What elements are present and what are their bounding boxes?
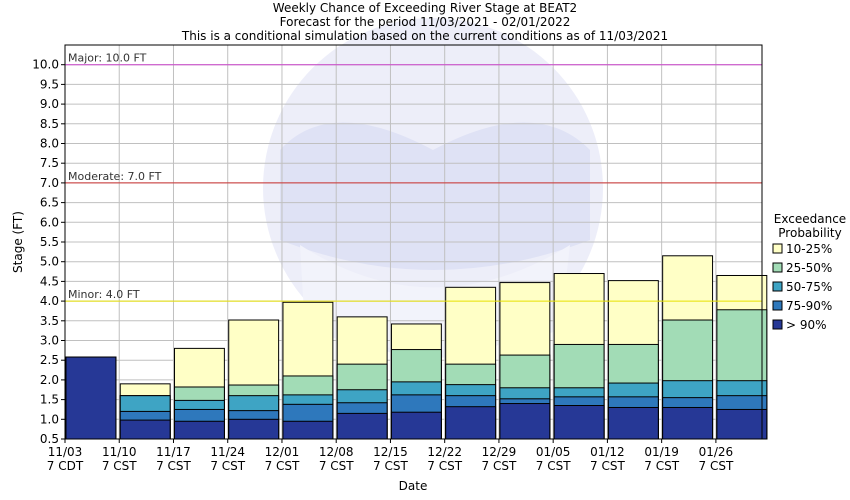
bar-segment	[336, 412, 388, 440]
y-tick-label: 3.0	[40, 334, 59, 348]
y-axis-label: Stage (FT)	[11, 211, 25, 273]
x-tick-label-date: 11/03	[48, 445, 83, 459]
x-tick-label-date: 12/08	[319, 445, 354, 459]
bar-segment	[445, 406, 497, 440]
y-tick-label: 2.0	[40, 373, 59, 387]
x-tick-label-time: 7 CST	[210, 459, 245, 473]
x-tick-label-time: 7 CST	[699, 459, 734, 473]
y-tick-label: 9.5	[40, 77, 59, 91]
threshold-label: Minor: 4.0 FT	[68, 288, 140, 301]
title-line-3: This is a conditional simulation based o…	[181, 29, 668, 43]
x-tick-label-time: 7 CST	[102, 459, 137, 473]
legend-swatch	[772, 319, 783, 330]
plot-frame	[64, 44, 763, 440]
y-tick-label: 2.5	[40, 353, 59, 367]
chart-title: Weekly Chance of Exceeding River Stage a…	[181, 1, 668, 43]
bar-segment	[282, 420, 334, 440]
x-tick-label-time: 7 CST	[373, 459, 408, 473]
legend-label: 50-75%	[786, 280, 832, 294]
legend-label: 75-90%	[786, 299, 832, 313]
bar-segment	[390, 411, 442, 440]
x-tick-label-time: 7 CST	[644, 459, 679, 473]
y-tick-label: 1.5	[40, 393, 59, 407]
y-tick-label: 0.5	[40, 432, 59, 446]
x-tick-label-time: 7 CST	[265, 459, 300, 473]
legend-swatch	[772, 300, 783, 311]
x-tick-label-time: 7 CST	[427, 459, 462, 473]
x-tick-label-date: 11/24	[210, 445, 245, 459]
x-tick-label-time: 7 CST	[156, 459, 191, 473]
threshold-lines: Major: 10.0 FT Moderate: 7.0 FT Minor: 4.0…	[65, 52, 762, 302]
x-tick-label-date: 11/10	[102, 445, 137, 459]
title-line-2: Forecast for the period 11/03/2021 - 02/…	[280, 15, 571, 29]
x-tick-label-time: 7 CST	[590, 459, 625, 473]
y-tick-label: 3.5	[40, 314, 59, 328]
x-tick-label-date: 01/05	[536, 445, 571, 459]
bar-segment	[228, 418, 280, 440]
bar-segment	[119, 419, 171, 440]
y-tick-label: 1.0	[40, 412, 59, 426]
x-tick-label-date: 12/29	[482, 445, 517, 459]
legend-swatch	[772, 243, 783, 254]
legend-title-line-1: Exceedance	[774, 212, 846, 226]
x-tick-label-date: 12/15	[373, 445, 408, 459]
y-tick-label: 5.5	[40, 235, 59, 249]
threshold-label: Moderate: 7.0 FT	[68, 170, 162, 183]
y-tick-label: 10.0	[32, 58, 59, 72]
y-tick-label: 4.5	[40, 274, 59, 288]
x-axis-label: Date	[399, 479, 428, 493]
y-tick-label: 4.0	[40, 294, 59, 308]
legend-label: > 90%	[786, 318, 827, 332]
x-tick-label-time: 7 CST	[536, 459, 571, 473]
y-axis: 0.5 1.0 1.5 2.0 2.5 3.0 3.5 4.0 4.5 5.0 5.5 6.0 6.5 7…	[32, 58, 65, 446]
bars	[65, 255, 768, 440]
legend-swatch	[772, 262, 783, 273]
legend-label: 25-50%	[786, 261, 832, 275]
bar-segment	[716, 408, 768, 440]
x-tick-label-date: 01/19	[644, 445, 679, 459]
bar-segment	[553, 405, 605, 440]
y-tick-label: 7.0	[40, 176, 59, 190]
x-tick-label-date: 12/22	[427, 445, 462, 459]
bar-segment	[662, 406, 714, 440]
x-tick-label-time: 7 CST	[319, 459, 354, 473]
y-tick-label: 5.0	[40, 255, 59, 269]
legend-title-line-2: Probability	[778, 226, 841, 240]
threshold-label: Major: 10.0 FT	[68, 52, 147, 65]
bar-segment	[499, 403, 551, 440]
y-tick-label: 6.5	[40, 196, 59, 210]
title-line-1: Weekly Chance of Exceeding River Stage a…	[273, 1, 577, 15]
x-tick-label-date: 01/12	[590, 445, 625, 459]
x-tick-label-time: 7 CDT	[47, 459, 84, 473]
x-tick-label-time: 7 CST	[482, 459, 517, 473]
bar-segment	[65, 356, 117, 440]
legend-label: 10-25%	[786, 242, 832, 256]
y-tick-label: 6.0	[40, 215, 59, 229]
y-tick-label: 9.0	[40, 97, 59, 111]
x-tick-label-date: 12/01	[265, 445, 300, 459]
y-tick-label: 8.0	[40, 137, 59, 151]
y-tick-label: 7.5	[40, 156, 59, 170]
y-tick-label: 8.5	[40, 117, 59, 131]
legend: Exceedance Probability 10-25% 25-50% 50-75…	[772, 212, 846, 332]
bar-segment	[173, 420, 225, 440]
legend-swatch	[772, 281, 783, 292]
x-tick-label-date: 11/17	[156, 445, 191, 459]
bar-segment	[607, 406, 659, 440]
x-tick-label-date: 01/26	[699, 445, 734, 459]
